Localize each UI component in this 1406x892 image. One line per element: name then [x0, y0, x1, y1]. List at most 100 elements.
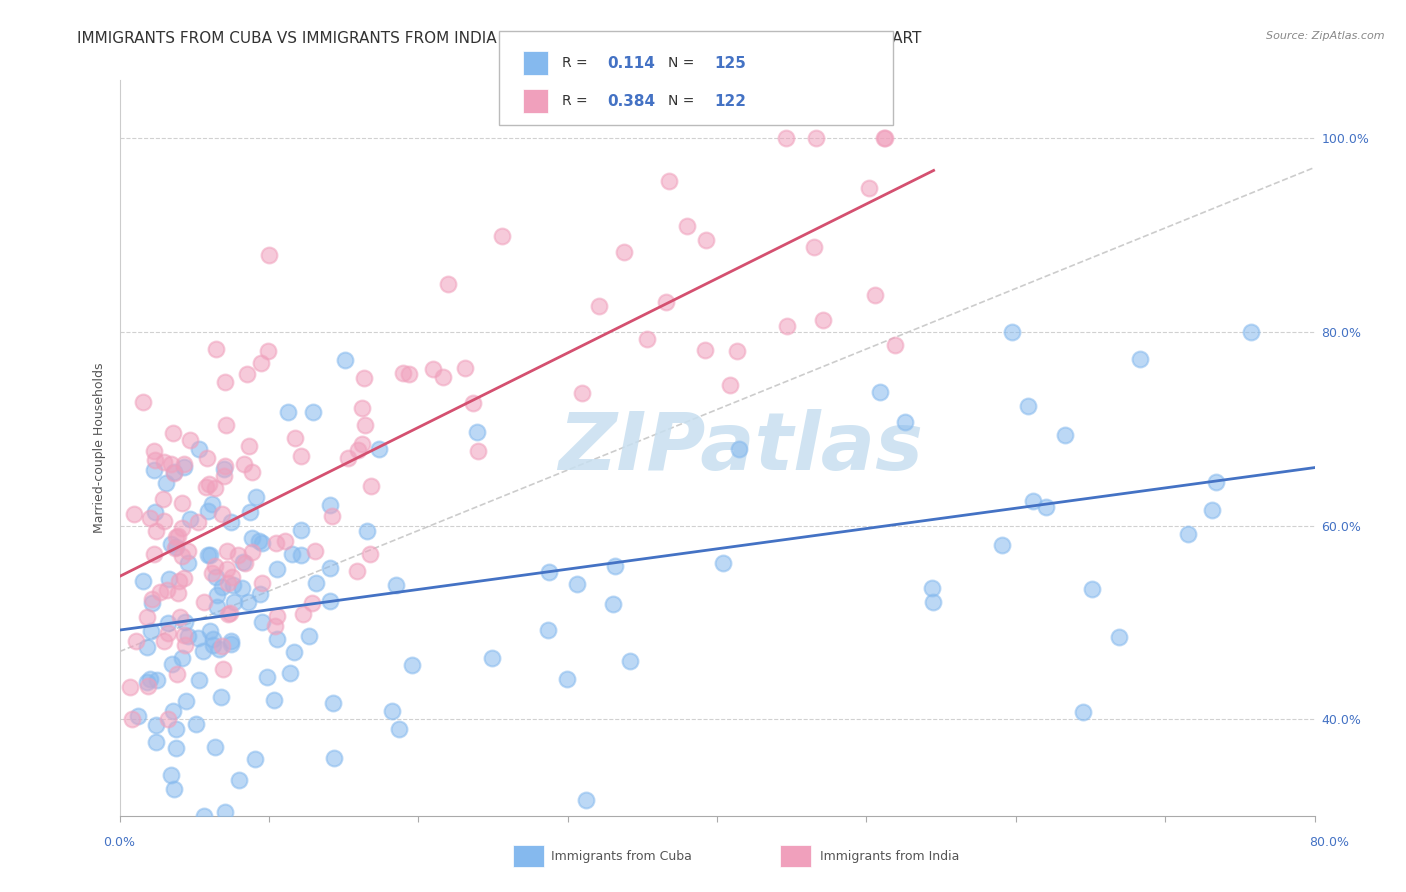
Point	[221, 569, 243, 583]
Point	[160, 768, 183, 782]
Point	[217, 607, 239, 621]
Point	[249, 587, 271, 601]
Point	[284, 431, 307, 445]
Point	[219, 634, 242, 648]
Point	[222, 578, 245, 592]
Point	[188, 442, 211, 456]
Point	[174, 615, 197, 629]
Point	[166, 667, 188, 681]
Point	[804, 131, 827, 145]
Point	[922, 595, 945, 609]
Point	[676, 219, 699, 233]
Point	[214, 376, 236, 390]
Point	[118, 680, 141, 694]
Point	[217, 576, 239, 591]
Point	[236, 367, 259, 381]
Point	[233, 556, 256, 570]
Point	[422, 362, 444, 376]
Point	[162, 426, 184, 441]
Point	[491, 229, 513, 244]
Point	[172, 650, 194, 665]
Point	[278, 665, 301, 680]
Point	[250, 576, 273, 591]
Point	[385, 578, 408, 592]
Point	[575, 793, 598, 807]
Point	[156, 583, 179, 598]
Point	[247, 534, 270, 549]
Point	[141, 592, 163, 607]
Point	[214, 805, 236, 820]
Point	[153, 634, 176, 648]
Point	[162, 704, 184, 718]
Point	[232, 555, 254, 569]
Point	[136, 610, 159, 624]
Point	[143, 444, 166, 458]
Point	[139, 624, 162, 638]
Point	[211, 580, 233, 594]
Point	[811, 313, 834, 327]
Point	[350, 436, 373, 450]
Point	[266, 562, 288, 576]
Point	[321, 508, 343, 523]
Text: 0.114: 0.114	[607, 55, 655, 70]
Point	[187, 632, 209, 646]
Point	[145, 735, 167, 749]
Point	[222, 594, 245, 608]
Point	[571, 386, 593, 401]
Point	[146, 673, 169, 688]
Point	[245, 490, 267, 504]
Point	[775, 131, 797, 145]
Point	[177, 543, 200, 558]
Point	[803, 239, 825, 253]
Point	[1035, 500, 1057, 514]
Point	[195, 451, 218, 466]
Point	[172, 549, 194, 564]
Point	[215, 562, 238, 576]
Point	[481, 651, 503, 665]
Point	[136, 679, 159, 693]
Point	[127, 708, 149, 723]
Point	[165, 540, 187, 554]
Point	[152, 492, 174, 507]
Point	[157, 712, 180, 726]
Point	[728, 442, 751, 457]
Point	[136, 675, 159, 690]
Point	[145, 452, 167, 467]
Point	[214, 458, 236, 473]
Point	[193, 595, 215, 609]
Point	[319, 561, 342, 575]
Point	[283, 645, 305, 659]
Point	[392, 366, 415, 380]
Point	[143, 505, 166, 519]
Point	[437, 277, 460, 291]
Point	[153, 455, 176, 469]
Point	[201, 566, 224, 580]
Point	[141, 596, 163, 610]
Point	[198, 624, 221, 638]
Point	[212, 461, 235, 475]
Point	[290, 523, 312, 537]
Point	[121, 712, 143, 726]
Point	[990, 538, 1012, 552]
Point	[354, 418, 377, 433]
Point	[565, 576, 588, 591]
Point	[359, 548, 381, 562]
Y-axis label: Married-couple Households: Married-couple Households	[93, 363, 107, 533]
Point	[1017, 399, 1039, 413]
Point	[264, 535, 287, 549]
Point	[243, 752, 266, 766]
Point	[266, 632, 288, 646]
Point	[266, 609, 288, 624]
Point	[250, 356, 273, 370]
Point	[204, 739, 226, 754]
Point	[1240, 325, 1263, 339]
Text: 122: 122	[714, 94, 747, 109]
Point	[187, 515, 209, 529]
Point	[461, 396, 484, 410]
Point	[125, 633, 148, 648]
Point	[465, 425, 488, 439]
Point	[240, 531, 263, 545]
Point	[159, 537, 181, 551]
Point	[537, 623, 560, 637]
Point	[205, 588, 228, 602]
